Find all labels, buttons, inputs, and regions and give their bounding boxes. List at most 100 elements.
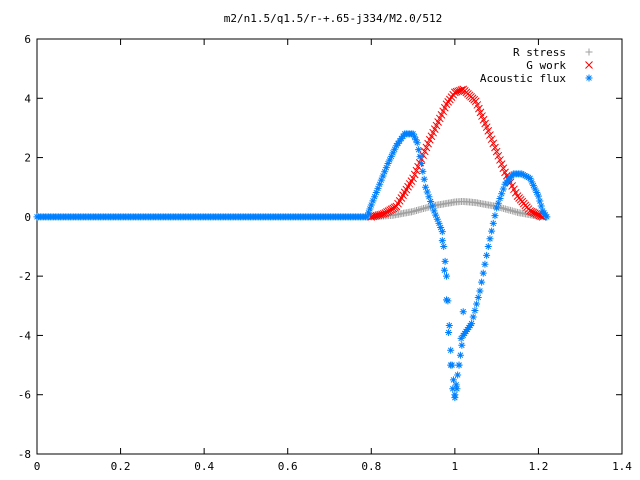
point-2-205 (374, 184, 382, 192)
point-2-285 (499, 185, 507, 193)
point-2-300 (524, 173, 532, 181)
axes: 0 0.2 0.4 0.6 0.8 1 1.2 1.4 6 4 2 0 -2 -4 -6 -8 (18, 33, 633, 473)
point-2-312 (543, 213, 551, 221)
point-3-10 (459, 308, 467, 316)
point-1-25 (409, 174, 417, 183)
point-1-71 (484, 127, 493, 135)
point-2-278 (488, 227, 496, 235)
point-2-234 (420, 175, 428, 183)
legend-marker-2 (585, 74, 593, 82)
point-1-33 (422, 143, 431, 152)
point-2-228 (412, 136, 420, 144)
point-2-305 (533, 189, 541, 197)
point-1-74 (489, 139, 498, 148)
point-2-284 (498, 190, 506, 198)
point-2-303 (529, 181, 537, 189)
point-1-72 (486, 131, 494, 139)
point-2-297 (519, 171, 527, 179)
point-2-308 (537, 202, 545, 210)
point-2-256 (454, 371, 462, 379)
point-3-3 (445, 328, 453, 336)
point-2-241 (432, 211, 440, 219)
x-tick-label-1: 0.2 (111, 460, 131, 473)
point-2-280 (491, 212, 499, 220)
point-2-251 (447, 346, 455, 354)
x-tick-label-4: 0.8 (361, 460, 381, 473)
point-2-247 (441, 257, 449, 265)
point-2-244 (437, 224, 445, 232)
point-2-282 (494, 199, 502, 207)
point-2-201 (367, 201, 375, 209)
point-2-203 (371, 193, 379, 201)
point-1-29 (415, 159, 424, 167)
point-2-233 (419, 167, 427, 175)
legend-marker-0 (585, 48, 593, 56)
point-2-209 (381, 168, 389, 176)
point-2-306 (534, 192, 542, 200)
point-2-299 (523, 173, 531, 181)
point-2-302 (528, 178, 536, 186)
y-tick-label-6: -6 (18, 389, 31, 402)
point-2-210 (382, 164, 390, 172)
point-3-4 (447, 361, 455, 369)
point-1-77 (494, 151, 503, 160)
point-2-198 (363, 213, 371, 221)
point-2-242 (433, 215, 441, 223)
point-2-239 (428, 202, 436, 210)
point-3-2 (443, 296, 450, 304)
point-2-301 (526, 174, 534, 182)
point-1-34 (424, 139, 432, 148)
point-3-0 (438, 237, 446, 245)
x-tick-label-2: 0.4 (194, 460, 214, 473)
data-points (33, 85, 551, 402)
point-2-238 (427, 197, 435, 205)
point-2-281 (493, 204, 501, 212)
legend-marker-1 (585, 61, 593, 69)
x-tick-label-6: 1.2 (528, 460, 548, 473)
point-2-235 (422, 183, 430, 191)
point-2-270 (474, 293, 482, 301)
point-1-79 (497, 160, 506, 168)
y-tick-label-2: 2 (24, 152, 31, 165)
point-1-78 (496, 156, 504, 164)
point-2-268 (471, 307, 479, 315)
point-3-6 (451, 394, 459, 402)
y-tick-label-0: 6 (24, 33, 31, 46)
point-2-243 (435, 219, 443, 227)
point-1-32 (420, 147, 429, 156)
point-2-229 (413, 139, 421, 147)
point-2-199 (365, 209, 372, 217)
point-2-237 (425, 193, 433, 201)
x-tick-label-7: 1.4 (612, 460, 632, 473)
point-1-76 (492, 147, 501, 156)
point-2-275 (483, 251, 491, 259)
point-2-245 (438, 228, 446, 236)
point-2-231 (416, 153, 424, 161)
point-2-206 (376, 180, 384, 188)
legend-label-2: Acoustic flux (480, 72, 566, 85)
point-2-274 (481, 260, 489, 268)
point-2-240 (430, 207, 438, 215)
x-tick-label-3: 0.6 (278, 460, 298, 473)
y-tick-label-1: 4 (24, 92, 31, 105)
x-tick-label-5: 1 (452, 460, 459, 473)
point-2-296 (518, 170, 526, 178)
point-2-211 (384, 160, 392, 167)
x-tick-label-0: 0 (34, 460, 41, 473)
y-tick-label-7: -8 (18, 448, 31, 461)
y-tick-label-3: 0 (24, 211, 31, 224)
point-2-202 (369, 197, 377, 205)
point-2-232 (417, 160, 425, 167)
point-2-259 (458, 341, 466, 349)
point-2-207 (377, 176, 385, 184)
point-2-276 (484, 243, 492, 250)
point-2-253 (449, 376, 457, 384)
point-2-283 (496, 194, 504, 202)
point-3-5 (449, 385, 457, 393)
point-3-9 (457, 334, 465, 342)
point-2-307 (536, 197, 544, 205)
point-2-250 (445, 322, 453, 330)
point-2-208 (379, 172, 387, 180)
point-2-248 (443, 272, 450, 280)
